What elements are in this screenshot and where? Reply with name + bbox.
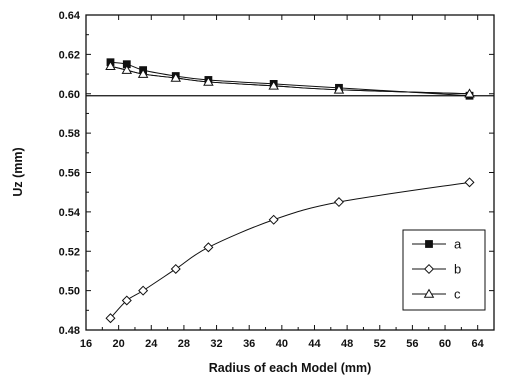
series-c-point [137, 68, 149, 78]
y-tick-label: 0.48 [59, 325, 80, 337]
legend-a-label: a [454, 237, 462, 252]
series-b-point [333, 197, 344, 208]
x-tick-label: 24 [145, 338, 158, 350]
series-c-point [105, 60, 116, 70]
x-tick-label: 28 [178, 338, 190, 350]
series-a-line [110, 61, 470, 97]
series-c-point [268, 80, 279, 90]
legend-box [402, 229, 486, 311]
legend-b-label: b [454, 262, 461, 277]
x-tick-label: 48 [341, 338, 353, 350]
y-tick-label: 0.58 [59, 128, 80, 140]
series-c-line [110, 65, 470, 95]
y-tick-label: 0.60 [59, 89, 80, 101]
x-tick-label: 52 [374, 338, 386, 350]
y-axis-title: Uz (mm) [11, 147, 25, 196]
legend-c-marker [423, 288, 435, 298]
x-axis: 16 20 24 28 32 36 40 44 48 52 56 60 64 [80, 15, 485, 350]
series-c-point [170, 72, 182, 82]
series-b-point [464, 177, 475, 188]
series-c-point [464, 88, 475, 98]
x-tick-label: 44 [308, 338, 321, 350]
series-b-point [203, 242, 214, 253]
y-tick-label: 0.62 [59, 49, 80, 61]
x-tick-label: 32 [210, 338, 222, 350]
x-axis-title: Radius of each Model (mm) [209, 361, 372, 375]
legend-c-label: c [454, 287, 461, 302]
legend-a-marker [425, 240, 433, 248]
legend-b-marker [423, 263, 435, 275]
series-b-point [170, 263, 181, 274]
y-tick-label: 0.50 [59, 286, 80, 298]
x-tick-label: 36 [243, 338, 255, 350]
y-tick-label: 0.56 [59, 168, 80, 180]
series-c-point [121, 64, 133, 74]
y-axis: 0.48 0.50 0.52 0.54 0.56 0.58 0.60 0.62 0.64 [59, 10, 494, 337]
series-b-point [138, 285, 149, 296]
series-b-upper-line [110, 65, 470, 95]
y-tick-label: 0.54 [59, 207, 81, 219]
x-tick-label: 56 [406, 338, 418, 350]
legend: abc [402, 229, 486, 311]
x-tick-label: 20 [113, 338, 125, 350]
series-c-point [203, 76, 214, 86]
y-tick-label: 0.52 [59, 246, 80, 258]
x-tick-label: 40 [276, 338, 288, 350]
series-b-point [121, 295, 132, 306]
y-tick-label: 0.64 [59, 10, 81, 22]
series-b-point [268, 214, 279, 225]
series-markers-layer [105, 58, 475, 324]
series-c-point [333, 84, 345, 94]
x-tick-label: 16 [80, 338, 92, 350]
x-tick-label: 64 [472, 338, 485, 350]
x-tick-label: 60 [439, 338, 451, 350]
series-b-point [105, 313, 116, 324]
